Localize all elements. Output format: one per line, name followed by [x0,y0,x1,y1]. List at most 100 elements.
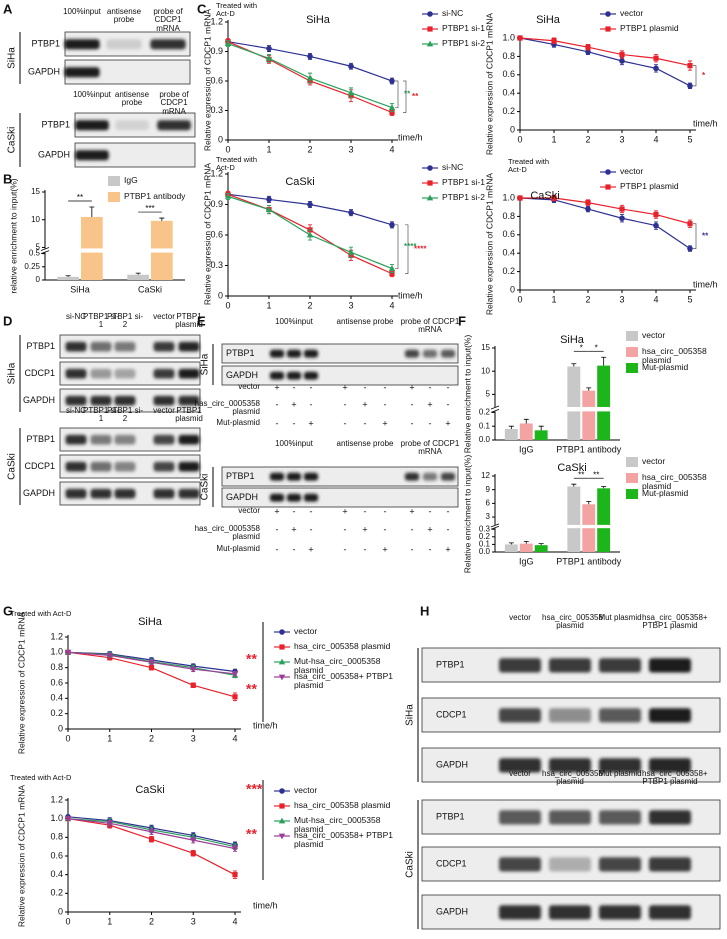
blot-column-label: Mut plasmid [598,769,642,778]
legend-marker [278,817,286,824]
x-tick-label: 0 [517,294,522,304]
axis-break [491,524,622,529]
blot-column-label: si-NC [66,312,86,321]
blot-row [221,365,459,386]
marker [266,196,272,203]
legend-label: hsa_circ_005358 plasmid [294,800,391,810]
blot-band [499,708,541,723]
y-axis-label: Relative expression of CDCP1 mRNA [202,163,212,306]
blot-band [649,758,691,773]
y-tick-label: 0.2 [50,708,63,718]
blot-band [549,658,591,673]
legend-marker [426,194,434,201]
x-tick-label: 2 [307,144,312,154]
y-tick-label: 0.3 [479,524,491,533]
chart-title: SiHa [306,14,331,26]
blot-row-label: CDCP1 [24,368,55,378]
y-tick-label: 0.2 [502,106,515,116]
x-tick-label: 1 [266,300,271,310]
y-tick-label: 0.1 [479,421,491,430]
blot-row-label: PTBP1 [41,119,70,129]
blot-band [65,341,87,352]
condition-sign: - [310,399,313,409]
blot-band [178,341,200,352]
y-tick-label: 1.2 [210,16,223,26]
y-tick-label: 10 [481,366,490,375]
condition-sign: - [276,399,279,409]
blot-column-label: vector [509,769,531,778]
condition-sign: - [310,524,313,534]
y-tick-label: 0.8 [502,51,515,61]
blot-band [114,461,136,472]
x-tick-label: 0 [225,300,230,310]
marker [653,55,659,61]
chart-title: CaSki [285,176,314,188]
bar [504,428,518,440]
blot-column-label: vector [153,406,175,415]
blot-band [499,857,541,872]
y-tick-label: 0.25 [24,262,40,271]
legend-label: vector [620,166,644,176]
y-tick-label: 15 [481,343,490,352]
condition-sign: + [409,382,414,392]
x-tick-label: 0 [65,733,70,743]
y-axis-label: Relative expression of CDCP1 mRNA [484,13,494,156]
marker [585,200,591,206]
blot-band [649,658,691,673]
legend-label: hsa_circ_005358+ PTBP1 plasmid [294,830,393,849]
y-tick-label: 0.6 [50,850,63,860]
y-tick-label: 0.2 [502,266,515,276]
blot-band [153,434,175,445]
axis-break-mark [490,405,500,413]
blot-column-label: PTBP1 si-1 [83,406,120,424]
significance: ** [246,826,257,842]
condition-sign: - [276,524,279,534]
condition-sign: - [310,506,313,516]
y-tick-label: 0 [58,723,63,733]
blot-band [599,810,641,825]
blot-column-label: antisense probe [336,439,394,448]
series-line [519,37,691,67]
blot-band [65,488,87,499]
error-bar [89,206,95,217]
x-tick-label: 3 [348,144,353,154]
bar [567,366,581,440]
marker [231,846,239,852]
blot-band [549,857,591,872]
blot-cell-label: SiHa [7,47,18,69]
blot-band [178,434,200,445]
x-tick-label: PTBP1 antibody [556,444,622,454]
y-tick-label: 1.2 [50,794,63,804]
x-tick-label: 3 [619,294,624,304]
condition-sign: - [276,418,279,428]
legend-label: PTBP1 si-1 [442,23,485,33]
x-axis-label: time/h [693,118,718,128]
y-tick-label: 0.4 [502,88,515,98]
blot-row-label: PTBP1 [436,811,465,821]
legend-marker [279,629,285,635]
bracket [395,80,399,108]
blot-band [599,857,641,872]
condition-sign: + [291,399,296,409]
blot-band [303,493,319,502]
error-bar [508,425,514,429]
legend-label: si-NC [442,8,464,18]
y-tick-label: 0.1 [479,540,491,549]
blot-band [649,708,691,723]
panel-letter: H [420,603,429,618]
marker [190,850,196,856]
y-tick-label: 1.0 [50,647,63,657]
significance: ** [702,231,709,240]
x-axis-label: time/h [253,720,278,730]
marker [265,54,273,61]
condition-sign: - [447,399,450,409]
condition-sign: - [344,399,347,409]
panel-letter: C [197,1,207,16]
blot-band [549,810,591,825]
condition-sign: + [362,524,367,534]
condition-sign: - [344,418,347,428]
marker [517,195,523,201]
x-tick-label: 4 [653,134,658,144]
y-tick-label: 0.0 [479,435,491,444]
